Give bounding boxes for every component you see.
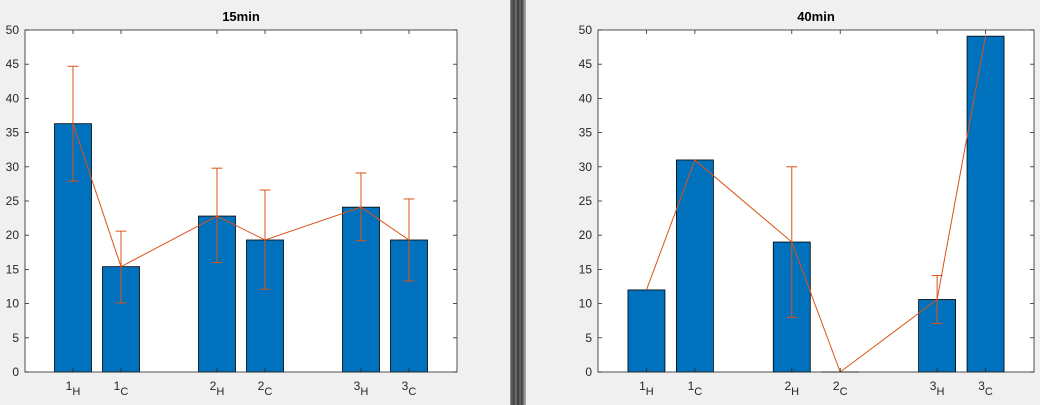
x-tick-label: 2H [784, 379, 799, 398]
x-tick-label: 3C [978, 379, 993, 398]
error-bar-3H [931, 275, 943, 324]
x-tick-label: 2C [258, 379, 273, 398]
bar-1C [675, 159, 714, 373]
x-tick-label: 1C [114, 379, 129, 398]
error-bar-2C [259, 189, 271, 290]
y-tick-label: 15 [6, 262, 20, 276]
y-tick-label: 35 [579, 126, 593, 140]
error-bar-3H [355, 172, 367, 242]
x-tick-label: 2H [210, 379, 225, 398]
y-tick-label: 35 [6, 126, 20, 140]
y-tick-label: 10 [6, 297, 20, 311]
y-tick-label: 25 [6, 194, 20, 208]
y-tick-label: 50 [6, 23, 20, 37]
error-bar-1H [67, 65, 79, 182]
bar-chart-15min: 0 5 10 15 20 25 30 35 40 45 50 1H 1C 2H 2C 3H 3C 15min [6, 9, 458, 398]
y-tick-label: 45 [6, 57, 20, 71]
y-tick-label: 40 [579, 91, 593, 105]
bar-3C [966, 35, 1005, 373]
chart-title: 40min [797, 9, 835, 24]
x-tick-label: 1H [639, 379, 654, 398]
chart-title: 15min [222, 9, 260, 24]
y-tick-label: 45 [579, 57, 593, 71]
x-tick-label: 1C [688, 379, 703, 398]
chart-panel-40min: 0 5 10 15 20 25 30 35 40 45 50 1H 1C 2H 2C 3H 3C 40min [526, 0, 1040, 405]
panel-divider[interactable] [510, 0, 526, 405]
chart-panel-15min: 0 5 10 15 20 25 30 35 40 45 50 1H 1C 2H 2C 3H 3C 15min [0, 0, 510, 405]
series-line [72, 123, 410, 268]
x-tick-label: 1H [66, 379, 81, 398]
bar-chart-40min: 0 5 10 15 20 25 30 35 40 45 50 1H 1C 2H 2C 3H 3C 40min [579, 9, 1035, 398]
plot-area [598, 30, 1034, 372]
x-tick-label: 2C [833, 379, 848, 398]
y-tick-label: 20 [579, 228, 593, 242]
y-tick-label: 0 [585, 365, 592, 379]
y-tick-label: 20 [6, 228, 20, 242]
error-bar-1C [115, 230, 127, 304]
y-tick-label: 30 [6, 160, 20, 174]
y-tick-label: 25 [579, 194, 593, 208]
error-bar-2H [211, 167, 223, 264]
y-tick-label: 5 [12, 331, 19, 345]
error-bar-2H [786, 166, 798, 318]
y-tick-label: 5 [585, 331, 592, 345]
plot-area [25, 30, 457, 372]
x-tick-label: 3C [402, 379, 417, 398]
x-tick-label: 3H [354, 379, 369, 398]
y-tick-label: 0 [12, 365, 19, 379]
y-tick-label: 10 [579, 297, 593, 311]
x-tick-label: 3H [930, 379, 945, 398]
y-tick-label: 30 [579, 160, 593, 174]
y-tick-label: 50 [579, 23, 593, 37]
y-tick-label: 40 [6, 91, 20, 105]
error-bar-3C [403, 198, 415, 282]
series-line [645, 36, 987, 373]
bar-1H [627, 289, 666, 373]
y-tick-label: 15 [579, 262, 593, 276]
